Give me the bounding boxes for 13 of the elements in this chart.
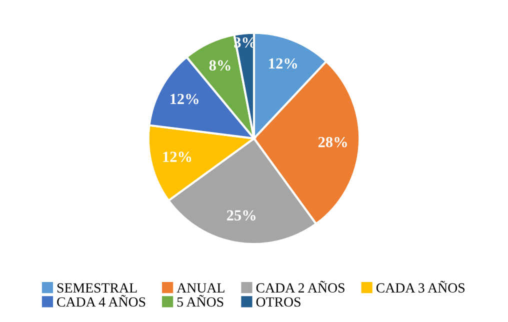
legend-label: CADA 3 AÑOS — [376, 280, 465, 293]
data-label: 28% — [318, 136, 347, 148]
data-label: 8% — [209, 60, 230, 71]
legend-label: CADA 4 AÑOS — [57, 294, 146, 307]
legend-label: ANUAL — [176, 283, 224, 293]
data-label: 12% — [163, 152, 192, 162]
legend-label: CADA 2 AÑOS — [256, 280, 344, 293]
data-label: 12% — [269, 58, 298, 69]
legend-label: OTROS — [256, 297, 300, 307]
data-label: 12% — [170, 94, 198, 104]
legend-label: 5 AÑOS — [177, 294, 224, 307]
legend-label: SEMESTRAL — [57, 283, 137, 293]
data-label: 25% — [226, 210, 256, 221]
